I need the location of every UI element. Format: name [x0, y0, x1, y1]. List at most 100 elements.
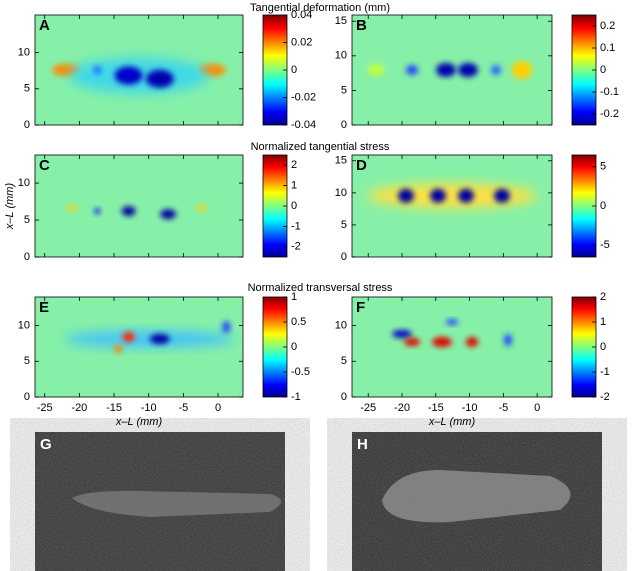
field-blob [122, 332, 135, 342]
field-blob [121, 206, 136, 217]
field [35, 297, 243, 397]
heatmap [35, 297, 243, 397]
x-tick-label: -25 [37, 402, 53, 414]
field-blob [196, 205, 207, 212]
field-blob [458, 63, 478, 77]
y-tick-label: 0 [24, 391, 30, 403]
field-blob [398, 188, 414, 203]
field-blob [512, 61, 532, 79]
field-blob [432, 337, 452, 347]
x-tick-label: -15 [428, 402, 444, 414]
heatmap [352, 297, 552, 397]
colorbar-tick-label: -0.04 [291, 119, 316, 131]
field-blob [504, 334, 512, 346]
colorbar-tick-label: 0 [291, 64, 297, 76]
y-tick-label: 0 [341, 251, 347, 263]
colorbar-tick-label: 0 [600, 64, 606, 76]
y-tick-label: 10 [18, 319, 30, 331]
panel-label: F [356, 299, 365, 316]
colorbar-tick-label: -1 [291, 220, 301, 232]
colorbar-tick-label: -1 [291, 391, 301, 403]
field [352, 297, 552, 397]
x-tick-label: -25 [360, 402, 376, 414]
heatmap [35, 155, 243, 257]
y-tick-label: 0 [341, 391, 347, 403]
field-blob [368, 64, 384, 76]
panel-label: B [356, 17, 367, 34]
axes-frame [34, 14, 244, 126]
panel-label: G [40, 436, 52, 453]
panel-label: D [356, 157, 367, 174]
field-blob [114, 66, 143, 85]
colorbar-tick-label: -0.02 [291, 91, 316, 103]
colorbar-tick-label: 0.2 [600, 20, 615, 32]
colorbar-tick-label: 1 [600, 316, 606, 328]
colorbar-tick-label: 0 [600, 341, 606, 353]
colorbar-tick-label: -0.1 [600, 86, 619, 98]
axes-frame [351, 14, 553, 126]
colorbar-tick-label: 5 [600, 161, 606, 173]
colorbar-tick-label: 0 [600, 200, 606, 212]
field-blob [67, 205, 78, 212]
colorbar-tick-label: 2 [600, 291, 606, 303]
y-axis-label: x–L (mm) [4, 183, 16, 231]
panel-label: H [357, 436, 368, 453]
colorbar-tick-label: 0.04 [291, 9, 312, 21]
colorbar-tick-label: 0.5 [291, 316, 306, 328]
field-blob [392, 330, 412, 338]
field-blob [94, 208, 101, 215]
field-blob [222, 321, 231, 333]
field-blob [404, 338, 420, 346]
field [352, 15, 552, 125]
colorbar-tick-label: -5 [600, 239, 610, 251]
field-blob [149, 334, 170, 344]
x-axis-label: x–L (mm) [115, 416, 163, 428]
colorbar-tick-label: 0 [291, 341, 297, 353]
field [35, 15, 243, 125]
field-blob [114, 345, 123, 353]
heatmap [352, 155, 552, 257]
x-tick-label: -10 [141, 402, 157, 414]
axes-frame [351, 296, 553, 398]
row-title: Normalized transversal stress [248, 282, 393, 294]
y-tick-label: 5 [341, 355, 347, 367]
colorbar-tick-label: -2 [600, 391, 610, 403]
field-blob [93, 66, 102, 74]
field-blob [446, 319, 458, 325]
colorbar-tick-label: 2 [291, 159, 297, 171]
heatmap [35, 15, 243, 125]
field-bg [35, 155, 243, 257]
x-tick-label: -15 [106, 402, 122, 414]
colorbar-tick-label: 0.1 [600, 42, 615, 54]
field-blob [145, 69, 174, 88]
field-bg [352, 297, 552, 397]
row-title: Normalized tangential stress [251, 141, 390, 153]
panel-label: A [39, 17, 50, 34]
field-bg [35, 297, 243, 397]
y-tick-label: 0 [24, 119, 30, 131]
field-blob [491, 65, 501, 75]
field [35, 155, 243, 257]
colorbar-tick-label: -2 [291, 241, 301, 253]
x-tick-label: -20 [394, 402, 410, 414]
x-tick-label: -10 [462, 402, 478, 414]
field-blob [64, 331, 235, 347]
colorbar-tick-label: -1 [600, 366, 610, 378]
specimen [382, 470, 571, 523]
heatmap [352, 15, 552, 125]
y-tick-label: 5 [24, 214, 30, 226]
y-tick-label: 10 [335, 319, 347, 331]
y-tick-label: 5 [24, 83, 30, 95]
colorbar-tick-label: 0 [291, 200, 297, 212]
axes-frame [351, 154, 553, 258]
field [352, 155, 552, 257]
field-blob [406, 65, 418, 75]
panel-label: C [39, 157, 50, 174]
row-title: Tangential deformation (mm) [250, 2, 390, 14]
y-tick-label: 15 [335, 155, 347, 167]
x-tick-label: 0 [534, 402, 540, 414]
y-tick-label: 10 [18, 177, 30, 189]
x-tick-label: -20 [71, 402, 87, 414]
field-blob [160, 209, 177, 220]
